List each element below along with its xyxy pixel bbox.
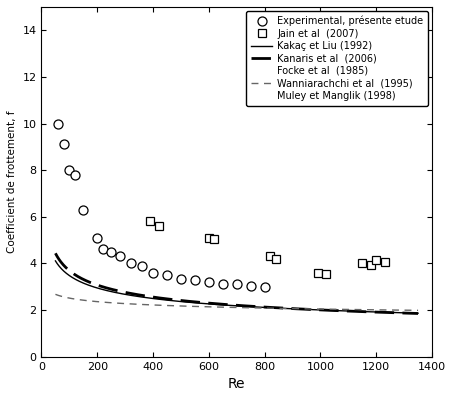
Legend: Experimental, présente etude, Jain et al  (2007), Kakaç et Liu (1992), Kanaris e: Experimental, présente etude, Jain et al… xyxy=(246,11,428,105)
X-axis label: Re: Re xyxy=(228,377,246,391)
Y-axis label: Coefficient de frottement, f: Coefficient de frottement, f xyxy=(7,111,17,253)
